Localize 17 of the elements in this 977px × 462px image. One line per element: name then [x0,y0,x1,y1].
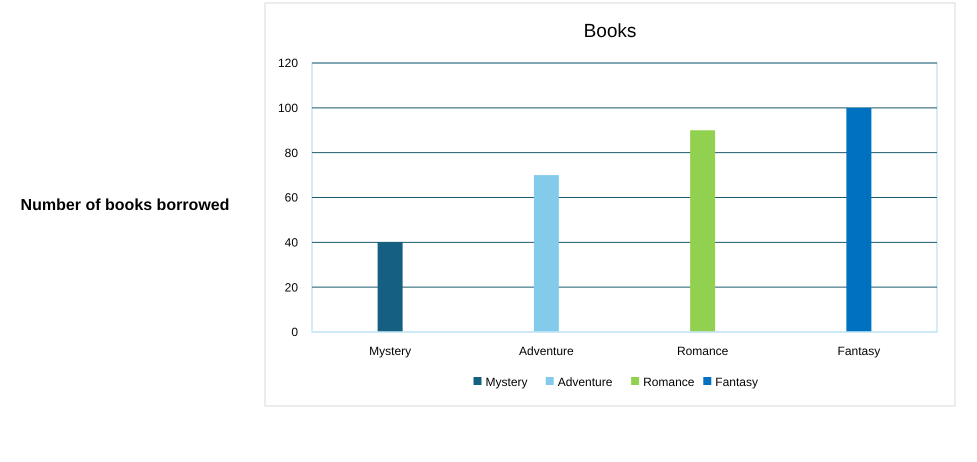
legend-label: Mystery [486,375,528,390]
y-tick-label: 100 [278,101,298,116]
y-tick-label: 40 [284,236,298,250]
y-tick-label: 0 [291,325,298,340]
x-tick-label: Mystery [369,344,412,358]
y-tick-label: 60 [284,190,298,205]
legend-label: Fantasy [715,375,758,390]
y-axis-title: Number of books borrowed [20,197,230,214]
y-tick-label: 120 [278,56,298,70]
legend-label: Romance [643,375,695,390]
chart-title: Books [584,21,636,42]
x-tick-label: Fantasy [838,344,880,358]
x-tick-label: Adventure [519,344,574,358]
x-tick-label: Romance [676,344,729,358]
y-tick-label: 20 [284,280,298,294]
y-tick-label: 80 [284,146,298,160]
legend-label: Adventure [558,375,613,390]
